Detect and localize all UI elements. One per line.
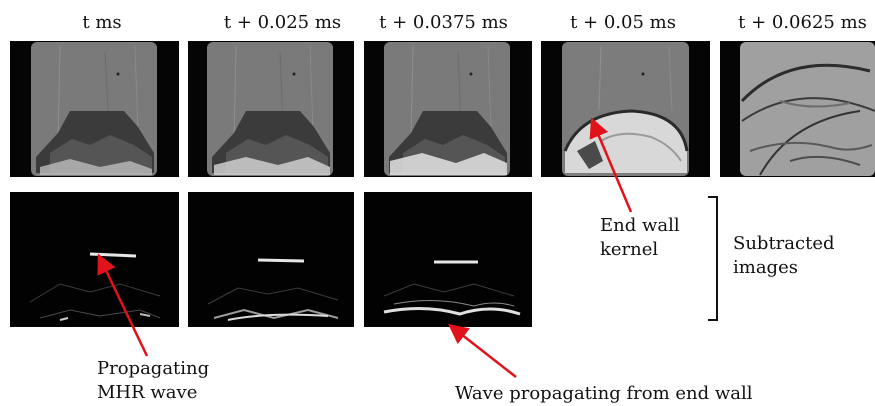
propagating-mhr-wave-line-2: MHR wave [97, 382, 198, 403]
raw-frame-0 [10, 41, 179, 177]
end-wall-kernel-line-1: End wall [600, 215, 680, 236]
subtracted-frame-1 [188, 192, 354, 327]
raw-frame-2 [364, 41, 532, 177]
column-title-3: t + 0.05 ms [570, 12, 676, 33]
annotation-end-wall-kernel: End wall kernel [600, 214, 680, 262]
column-title-1: t + 0.025 ms [223, 12, 342, 33]
raw-frame-1 [188, 41, 354, 177]
subtracted-frame-0 [10, 192, 179, 327]
subtracted-frame-2 [364, 192, 532, 327]
end-wall-kernel-line-2: kernel [600, 239, 659, 260]
subtracted-images-line-2: images [733, 257, 798, 278]
propagating-mhr-wave-line-1: Propagating [97, 358, 210, 379]
column-title-4: t + 0.0625 ms [738, 12, 867, 33]
raw-frame-3 [541, 41, 710, 177]
annotation-wave-from-end-wall: Wave propagating from end wall [455, 383, 753, 404]
raw-frame-4 [720, 41, 875, 177]
subtracted-images-bracket [708, 196, 718, 321]
column-title-0: t ms [82, 12, 122, 33]
annotation-subtracted-images: Subtracted images [733, 232, 835, 280]
arrow-wave-from-end-wall [448, 323, 517, 378]
subtracted-images-line-1: Subtracted [733, 233, 835, 254]
annotation-propagating-mhr-wave: Propagating MHR wave [97, 357, 209, 405]
column-title-2: t + 0.0375 ms [379, 12, 508, 33]
